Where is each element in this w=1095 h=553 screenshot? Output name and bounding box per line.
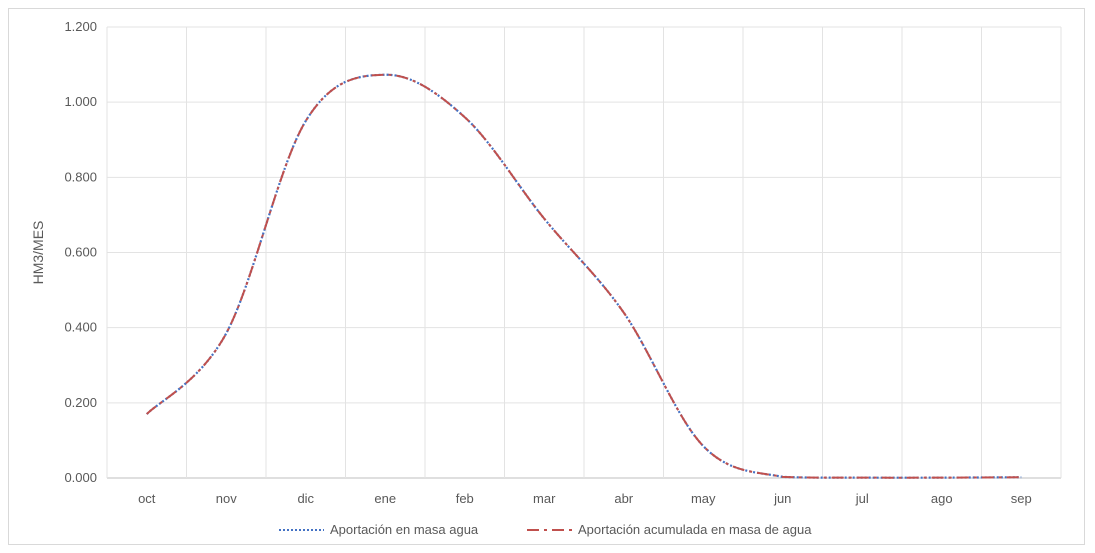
x-tick-label: mar xyxy=(533,491,556,506)
x-tick-label: ene xyxy=(374,491,396,506)
legend: Aportación en masa agua Aportación acumul… xyxy=(279,522,812,537)
x-tick-label: jul xyxy=(855,491,869,506)
y-axis-ticks: 0.000 0.200 0.400 0.600 0.800 1.000 1.200 xyxy=(64,19,97,485)
line-chart: 0.000 0.200 0.400 0.600 0.800 1.000 1.200 oct n… xyxy=(30,19,1062,537)
chart-area: 0.000 0.200 0.400 0.600 0.800 1.000 1.200 oct n… xyxy=(8,8,1085,545)
x-tick-label: dic xyxy=(297,491,314,506)
y-tick-label: 0.400 xyxy=(64,320,97,335)
y-tick-label: 0.200 xyxy=(64,395,97,410)
x-tick-label: sep xyxy=(1011,491,1032,506)
x-tick-label: oct xyxy=(138,491,156,506)
y-tick-label: 0.800 xyxy=(64,169,97,184)
x-tick-label: jun xyxy=(773,491,791,506)
x-tick-label: may xyxy=(691,491,716,506)
y-tick-label: 1.000 xyxy=(64,94,97,109)
x-axis-ticks: oct nov dic ene feb mar abr may jun jul ago sep xyxy=(138,491,1032,506)
legend-label: Aportación acumulada en masa de agua xyxy=(578,522,812,537)
series-lines xyxy=(145,73,1022,479)
y-tick-label: 0.600 xyxy=(64,245,97,260)
series-line-1 xyxy=(145,73,1022,479)
y-axis-title: HM3/MES xyxy=(30,221,46,285)
gridlines xyxy=(106,26,1062,479)
y-tick-label: 0.000 xyxy=(64,470,97,485)
legend-label: Aportación en masa agua xyxy=(330,522,479,537)
x-tick-label: nov xyxy=(216,491,237,506)
y-tick-label: 1.200 xyxy=(64,19,97,34)
x-tick-label: abr xyxy=(614,491,633,506)
x-tick-label: feb xyxy=(456,491,474,506)
x-tick-label: ago xyxy=(931,491,953,506)
